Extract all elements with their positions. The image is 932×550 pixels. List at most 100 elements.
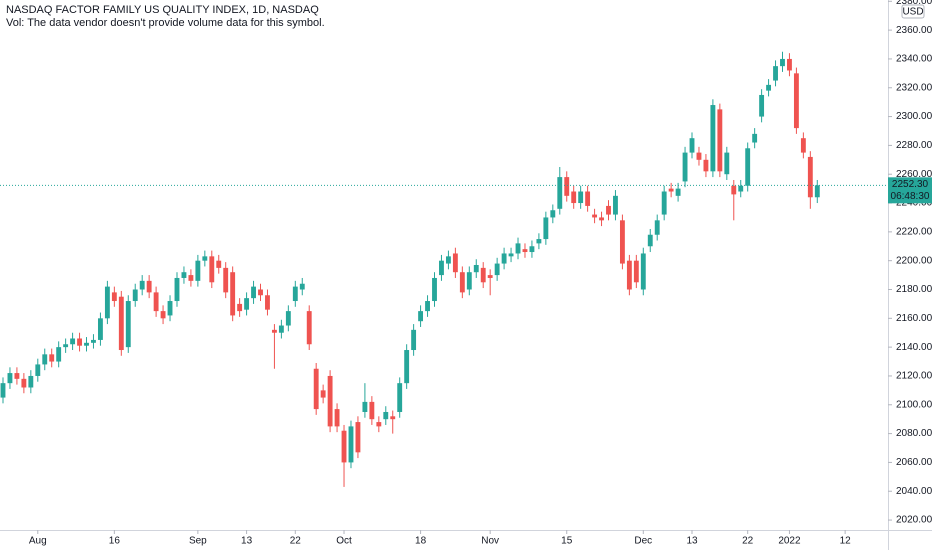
x-tick-label: 13: [241, 536, 253, 547]
x-tick-label: Oct: [336, 536, 352, 547]
x-tick-label: Sep: [189, 536, 207, 547]
candle-body: [606, 205, 611, 215]
candle-body: [564, 177, 570, 196]
currency: USD: [902, 7, 923, 18]
candle-body: [418, 311, 424, 322]
candle-body: [773, 66, 778, 81]
y-tick-label: 2380.00: [896, 0, 932, 7]
candle-body: [459, 272, 465, 293]
candle-body: [376, 422, 382, 427]
candle-body: [717, 109, 723, 172]
candle-body: [0, 383, 6, 398]
candle-body: [14, 373, 20, 379]
x-tick-label: 16: [109, 536, 121, 547]
candle-body: [759, 94, 765, 117]
candle-body: [251, 286, 256, 299]
candle-body: [153, 292, 159, 312]
chart-title: NASDAQ FACTOR FAMILY US QUALITY INDEX, 1…: [6, 4, 319, 16]
candle-body: [452, 253, 458, 273]
candle-body: [536, 239, 542, 244]
candle-body: [7, 373, 13, 384]
candle-body: [306, 311, 312, 345]
candle-body: [731, 185, 737, 195]
countdown: 06:48:30: [891, 191, 930, 202]
candle-body: [411, 329, 417, 351]
y-tick-label: 2260.00: [896, 169, 932, 180]
y-tick-label: 2100.00: [896, 399, 932, 410]
candle-body: [807, 156, 813, 198]
candle-body: [84, 342, 89, 346]
candle-body: [445, 256, 451, 264]
candle-body: [724, 152, 730, 175]
last-price-badge: [888, 177, 932, 204]
y-tick-label: 2300.00: [896, 111, 932, 122]
candle-body: [766, 84, 772, 91]
x-tick-label: 13: [686, 536, 698, 547]
candle-body: [334, 409, 340, 427]
candle-body: [585, 191, 591, 206]
y-tick-label: 2040.00: [896, 486, 932, 497]
x-tick-label: 2022: [778, 536, 801, 547]
candle-body: [118, 296, 124, 351]
candle-body: [77, 338, 82, 346]
y-tick-label: 2140.00: [896, 342, 932, 353]
candle-body: [633, 260, 639, 283]
candle-body: [265, 295, 270, 310]
candle-body: [327, 375, 333, 427]
candle-body: [292, 286, 298, 302]
candle-body: [209, 256, 215, 283]
candle-body: [237, 303, 243, 312]
candle-body: [97, 318, 103, 340]
candle-body: [202, 256, 208, 261]
candle-body: [42, 354, 48, 365]
candle-body: [550, 210, 556, 218]
candle-body: [28, 375, 34, 388]
y-tick-label: 2120.00: [896, 371, 932, 382]
candle-body: [689, 138, 695, 153]
y-tick-label: 2340.00: [896, 54, 932, 65]
candle-body: [348, 426, 354, 463]
candle-body: [647, 234, 653, 247]
candle-body: [70, 338, 76, 345]
candle-body: [362, 401, 368, 412]
candle-body: [139, 280, 145, 290]
x-tick-label: 15: [561, 536, 573, 547]
x-tick-label: 18: [415, 536, 427, 547]
candle-body: [49, 354, 55, 362]
candle-body: [780, 58, 785, 67]
candle-body: [223, 267, 229, 293]
candle-body: [216, 260, 222, 268]
candle-body: [738, 185, 744, 192]
candle-body: [745, 148, 751, 186]
candle-body: [313, 368, 319, 410]
candle-body: [522, 249, 528, 253]
candle-body: [369, 401, 375, 420]
candle-body: [703, 159, 709, 172]
candle-body: [341, 430, 347, 463]
candle-body: [244, 298, 250, 310]
candle-body: [439, 260, 444, 276]
candle-body: [390, 416, 396, 420]
candle-body: [710, 105, 716, 172]
candle-body: [132, 289, 138, 302]
candle-body: [425, 301, 430, 312]
candle-body: [814, 185, 820, 198]
x-tick-label: 22: [290, 536, 302, 547]
candle-body: [480, 267, 486, 283]
candle-body: [111, 292, 117, 302]
currency-badge[interactable]: [901, 4, 925, 19]
candle-body: [675, 188, 681, 196]
candle-body: [56, 347, 62, 362]
y-tick-label: 2020.00: [896, 515, 932, 526]
candle-body: [487, 275, 493, 278]
candle-body: [104, 286, 110, 319]
candle-body: [571, 191, 577, 204]
candle-body: [174, 277, 180, 302]
candle-body: [299, 283, 305, 290]
candle-body: [640, 253, 646, 290]
candle-body: [320, 390, 326, 398]
candle-body: [592, 214, 598, 218]
candle-body: [578, 191, 584, 204]
